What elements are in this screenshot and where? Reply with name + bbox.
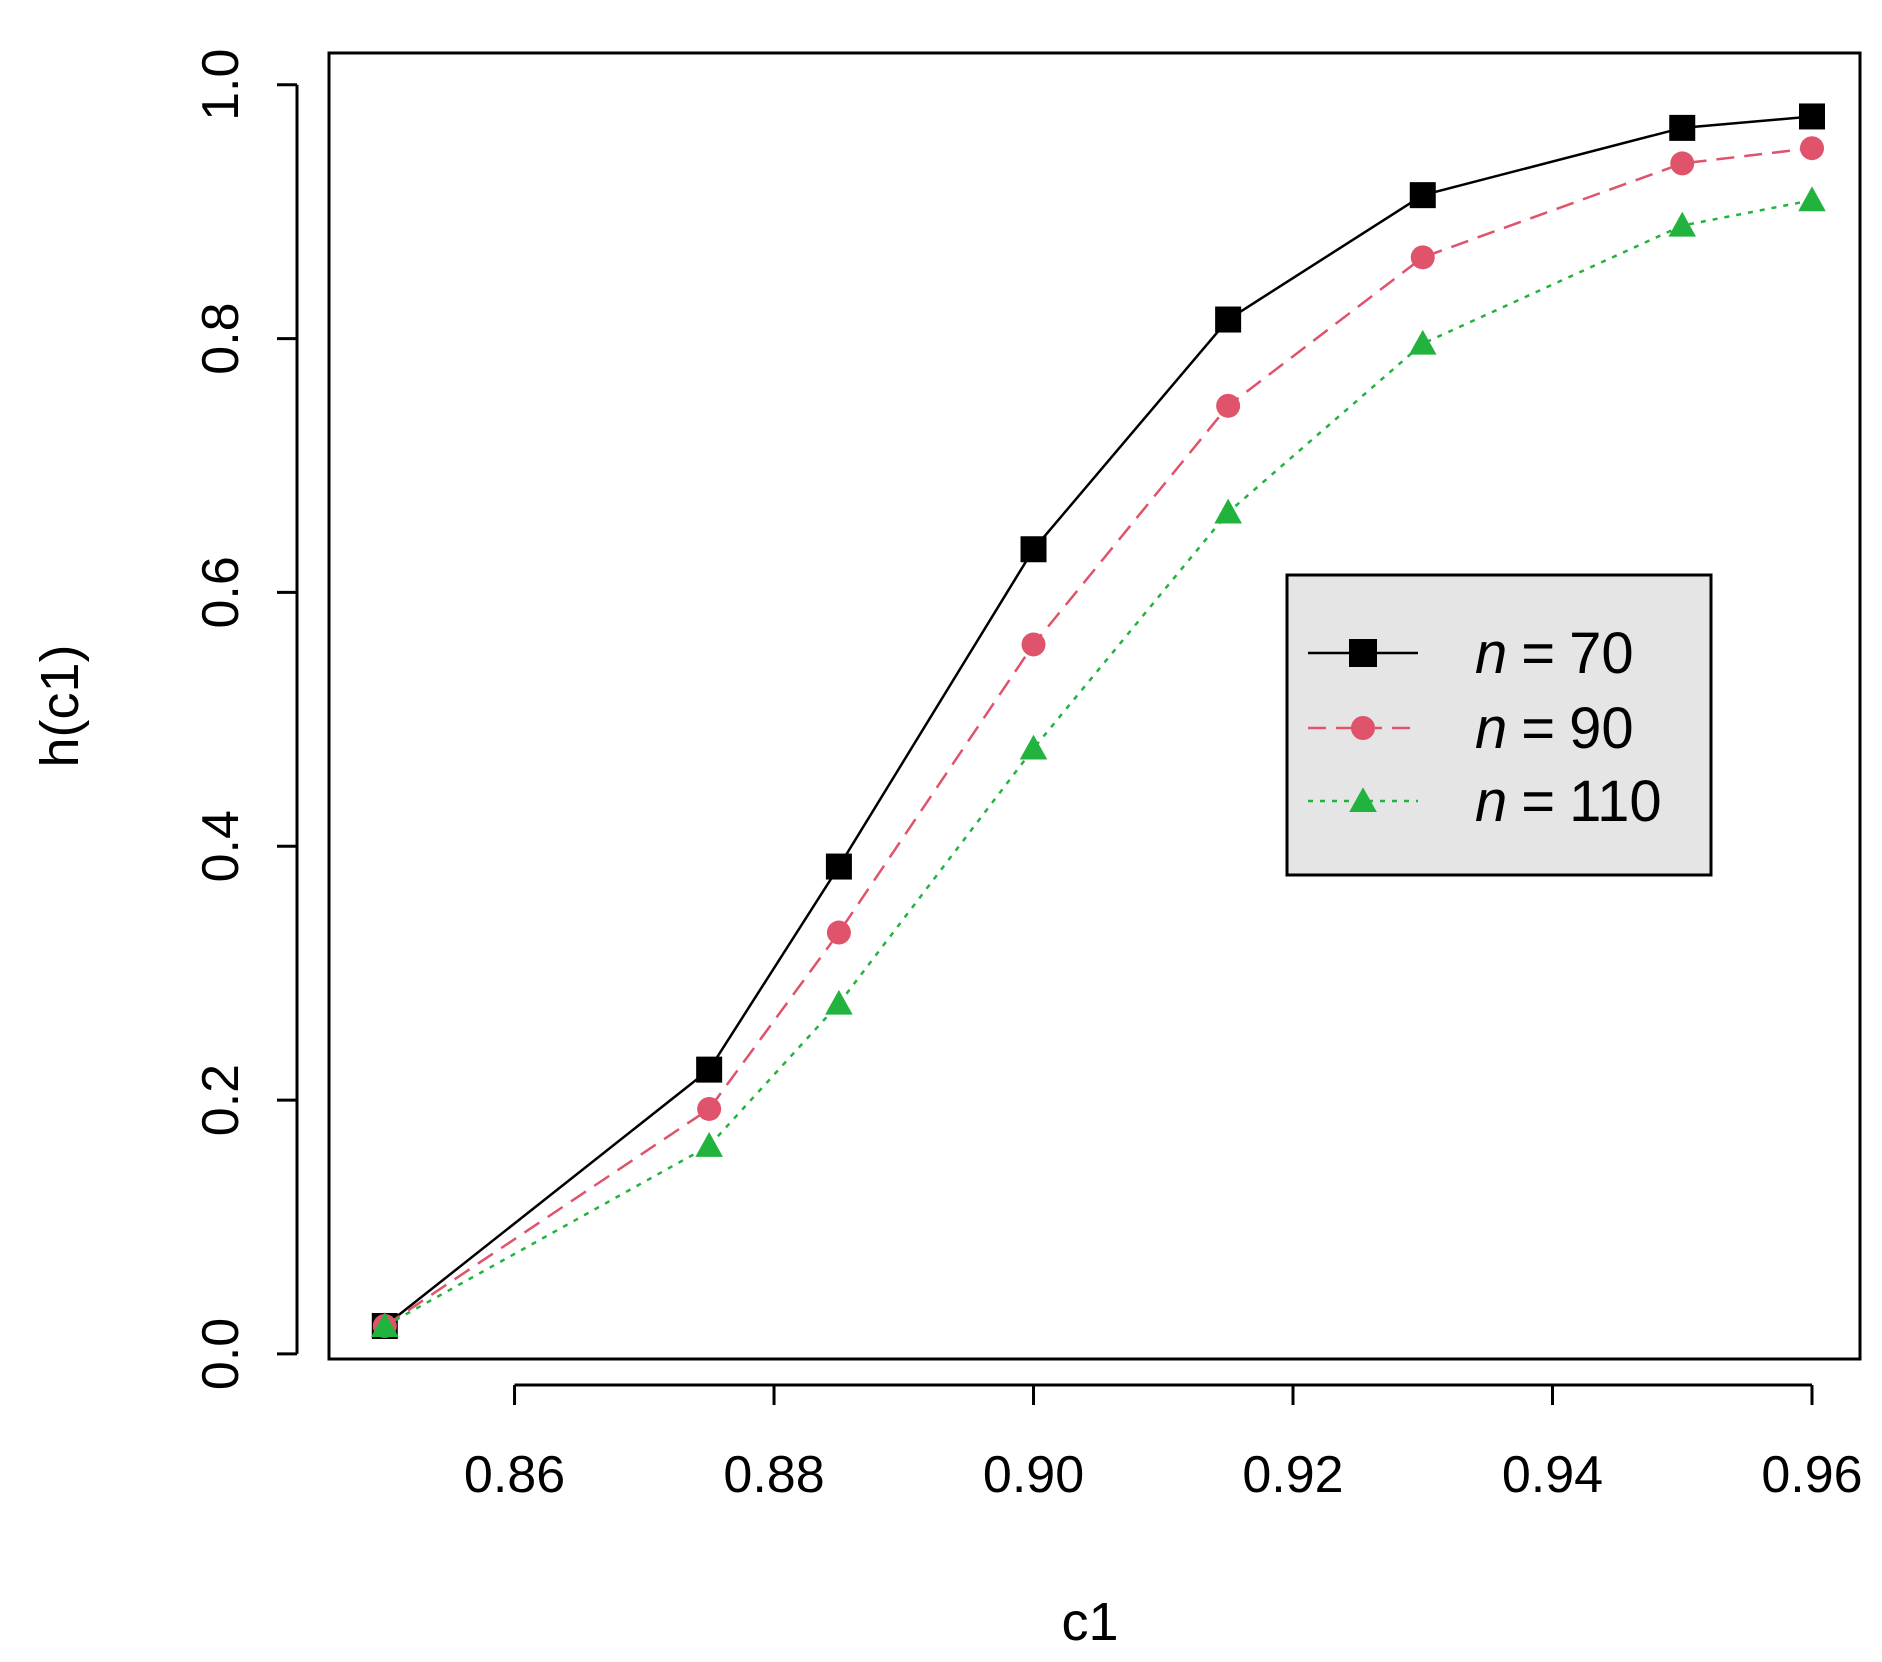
- data-point-90: [697, 1096, 722, 1121]
- x-tick-label: 0.96: [1761, 1446, 1862, 1504]
- data-point-110: [1214, 498, 1242, 524]
- data-point-90: [1216, 393, 1241, 418]
- data-point-110: [1408, 329, 1437, 355]
- data-point-90: [826, 920, 851, 945]
- data-point-70: [1669, 114, 1696, 141]
- data-point-110: [1668, 211, 1697, 237]
- y-axis-title: h(c1): [30, 644, 90, 767]
- data-point-110: [1019, 734, 1048, 760]
- legend-item-70: n = 70: [1308, 621, 1634, 686]
- data-point-70: [1409, 182, 1436, 209]
- data-point-110: [1798, 186, 1826, 212]
- y-axis: 0.0 0.2 0.4 0.6 0.8 1.0: [192, 49, 299, 1390]
- x-tick-label: 0.88: [723, 1446, 824, 1504]
- data-point-90: [1799, 136, 1824, 161]
- y-tick-label: 0.0: [192, 1318, 250, 1390]
- y-tick-label: 0.2: [192, 1064, 250, 1136]
- data-point-70: [1798, 103, 1825, 130]
- data-point-70: [1020, 536, 1047, 563]
- data-point-70: [1215, 306, 1242, 333]
- plot-frame: [327, 51, 1862, 1361]
- data-point-110: [695, 1131, 723, 1157]
- data-point-90: [1410, 245, 1435, 270]
- data-point-90: [1021, 632, 1046, 657]
- x-tick-label: 0.90: [983, 1446, 1084, 1504]
- y-tick-label: 1.0: [192, 49, 250, 121]
- series-line-70: [384, 115, 1813, 1327]
- y-tick-label: 0.4: [192, 810, 250, 882]
- legend-label: n = 70: [1475, 621, 1634, 686]
- legend-marker: [1349, 639, 1377, 667]
- legend-marker: [1349, 787, 1377, 813]
- data-point-90: [1670, 151, 1695, 176]
- series-line-90: [384, 146, 1813, 1328]
- series-layer: [370, 103, 1826, 1340]
- data-point-110: [825, 989, 853, 1015]
- data-point-110: [370, 1312, 399, 1338]
- x-axis-title: c1: [1061, 1592, 1118, 1652]
- x-axis: 0.86 0.88 0.90 0.92 0.94 0.96: [464, 1383, 1863, 1504]
- x-tick-label: 0.94: [1502, 1446, 1603, 1504]
- data-point-70: [696, 1056, 723, 1083]
- legend-item-90: n = 90: [1308, 696, 1634, 761]
- legend-item-110: n = 110: [1308, 769, 1662, 834]
- legend-marker: [1351, 716, 1375, 740]
- legend-label: n = 90: [1475, 696, 1634, 761]
- y-tick-label: 0.6: [192, 556, 250, 628]
- legend: n = 70 n = 90 n = 110: [1285, 573, 1713, 877]
- legend-label: n = 110: [1475, 769, 1662, 834]
- x-tick-label: 0.92: [1242, 1446, 1343, 1504]
- x-tick-label: 0.86: [464, 1446, 565, 1504]
- y-tick-label: 0.8: [192, 302, 250, 374]
- data-point-70: [825, 853, 852, 880]
- series-110: [370, 186, 1826, 1338]
